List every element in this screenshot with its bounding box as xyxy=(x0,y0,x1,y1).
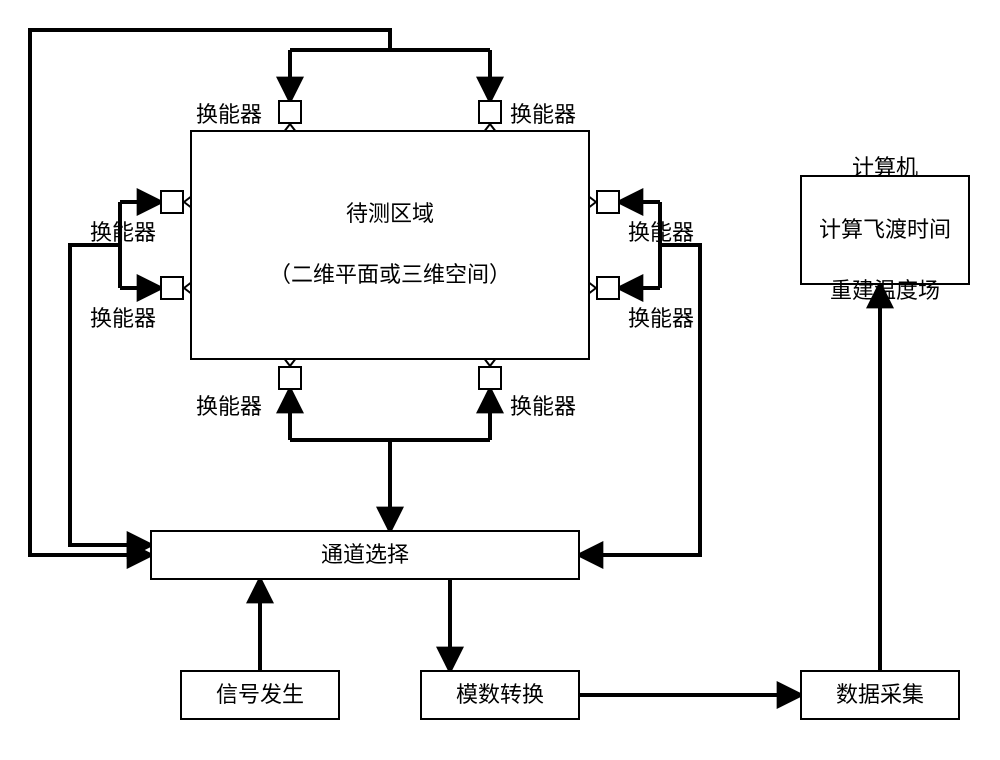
transducer-label: 换能器 xyxy=(628,308,694,330)
transducer-box xyxy=(478,366,502,390)
transducer-label: 换能器 xyxy=(510,396,576,418)
transducer-label: 换能器 xyxy=(196,104,262,126)
transducer-box xyxy=(160,276,184,300)
channel-select-label: 通道选择 xyxy=(321,540,409,571)
daq-box: 数据采集 xyxy=(800,670,960,720)
adc-label: 模数转换 xyxy=(456,680,544,711)
signal-generator-box: 信号发生 xyxy=(180,670,340,720)
transducer-box xyxy=(278,366,302,390)
signal-generator-label: 信号发生 xyxy=(216,680,304,711)
region-line2: （二维平面或三维空间） xyxy=(269,260,511,291)
daq-label: 数据采集 xyxy=(836,680,924,711)
region-line1: 待测区域 xyxy=(269,199,511,230)
region-box: 待测区域 （二维平面或三维空间） xyxy=(190,130,590,360)
channel-select-box: 通道选择 xyxy=(150,530,580,580)
transducer-label: 换能器 xyxy=(510,104,576,126)
computer-box: 计算机 计算飞渡时间 重建温度场 xyxy=(800,175,970,285)
transducer-box xyxy=(596,276,620,300)
transducer-label: 换能器 xyxy=(90,222,156,244)
transducer-box xyxy=(160,190,184,214)
transducer-box xyxy=(596,190,620,214)
transducer-label: 换能器 xyxy=(90,308,156,330)
computer-line2: 计算飞渡时间 xyxy=(819,215,951,246)
transducer-label: 换能器 xyxy=(196,396,262,418)
diagram-canvas: 待测区域 （二维平面或三维空间） 通道选择 信号发生 模数转换 数据采集 计算机… xyxy=(0,0,1000,760)
computer-line3: 重建温度场 xyxy=(819,276,951,307)
adc-box: 模数转换 xyxy=(420,670,580,720)
computer-line1: 计算机 xyxy=(819,153,951,184)
transducer-box xyxy=(478,100,502,124)
transducer-label: 换能器 xyxy=(628,222,694,244)
transducer-box xyxy=(278,100,302,124)
